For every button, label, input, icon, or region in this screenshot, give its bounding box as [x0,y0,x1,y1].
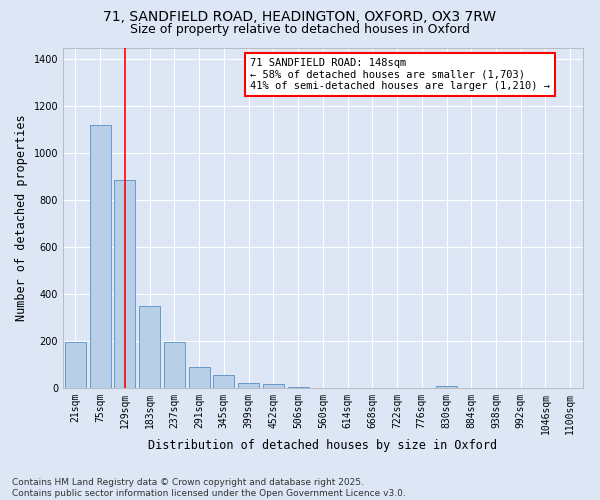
X-axis label: Distribution of detached houses by size in Oxford: Distribution of detached houses by size … [148,440,497,452]
Text: 71, SANDFIELD ROAD, HEADINGTON, OXFORD, OX3 7RW: 71, SANDFIELD ROAD, HEADINGTON, OXFORD, … [103,10,497,24]
Bar [188,367,209,388]
Bar [436,386,457,388]
Bar [263,384,284,388]
Bar [115,180,136,388]
Bar [139,306,160,388]
Y-axis label: Number of detached properties: Number of detached properties [15,114,28,321]
Text: 71 SANDFIELD ROAD: 148sqm
← 58% of detached houses are smaller (1,703)
41% of se: 71 SANDFIELD ROAD: 148sqm ← 58% of detac… [250,58,550,91]
Bar [89,125,110,388]
Text: Size of property relative to detached houses in Oxford: Size of property relative to detached ho… [130,22,470,36]
Text: Contains HM Land Registry data © Crown copyright and database right 2025.
Contai: Contains HM Land Registry data © Crown c… [12,478,406,498]
Bar [287,387,308,388]
Bar [65,342,86,388]
Bar [214,375,235,388]
Bar [238,383,259,388]
Bar [164,342,185,388]
